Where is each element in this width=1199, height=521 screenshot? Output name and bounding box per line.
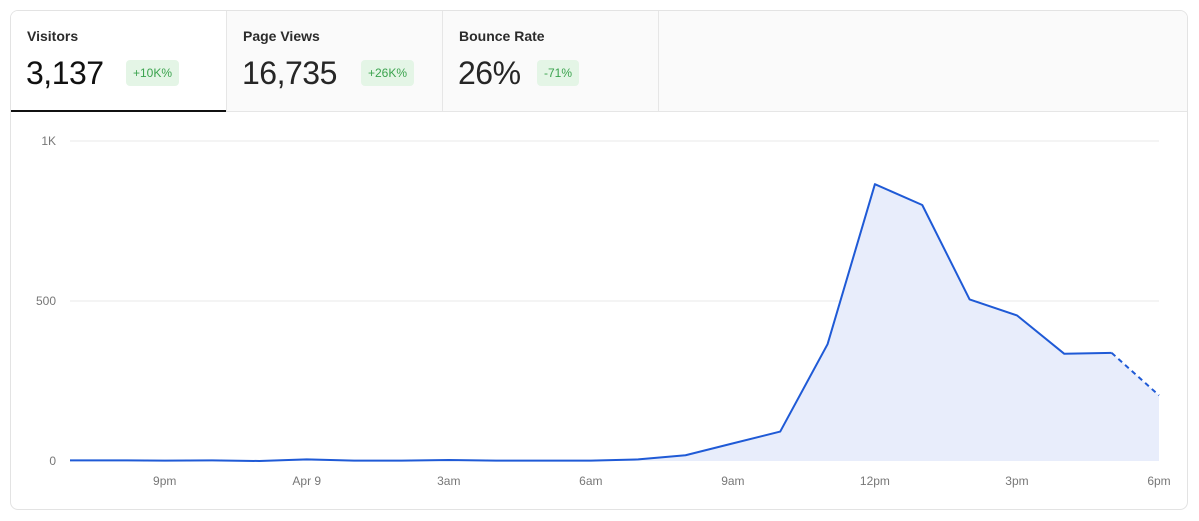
tab-visitors-value: 3,137 (26, 55, 104, 91)
tab-page-views-change-badge: +26K% (361, 60, 415, 86)
x-tick-label: 6am (579, 474, 602, 488)
x-tick-label: 12pm (860, 474, 890, 488)
data-point (635, 456, 641, 462)
data-point (162, 458, 168, 464)
data-point (493, 458, 499, 464)
data-point (777, 429, 783, 435)
y-tick-label: 0 (49, 454, 56, 468)
data-point (256, 458, 262, 464)
analytics-card: Visitors 3,137 +10K% Page Views 16,735 +… (10, 10, 1188, 510)
data-point (540, 458, 546, 464)
y-tick-label: 500 (36, 294, 56, 308)
data-point (114, 457, 120, 463)
data-point (351, 458, 357, 464)
data-point (919, 202, 925, 208)
data-point (67, 457, 73, 463)
tab-visitors[interactable]: Visitors 3,137 +10K% (11, 11, 227, 112)
x-tick-label: 3pm (1005, 474, 1028, 488)
series-line (70, 183, 1112, 462)
chart-area: 0 500 1K 9pm Apr 9 3am 6am 9am 12pm 3pm 6pm (11, 111, 1187, 509)
data-point (730, 440, 736, 446)
x-tick-label: 9pm (153, 474, 176, 488)
tab-visitors-label: Visitors (27, 28, 79, 44)
x-tick-label: Apr 9 (292, 474, 321, 488)
tab-bounce-rate-value: 26% (458, 55, 521, 91)
tab-bounce-rate-change-badge: -71% (537, 60, 580, 86)
tab-page-views-value: 16,735 (242, 55, 337, 91)
tab-page-views-label: Page Views (243, 28, 320, 44)
visitors-chart: 0 500 1K 9pm Apr 9 3am 6am 9am 12pm 3pm 6pm (36, 134, 1171, 488)
data-point (1156, 392, 1162, 398)
series-line-incomplete (1110, 352, 1160, 397)
x-tick-label: 6pm (1147, 474, 1170, 488)
tab-bounce-rate[interactable]: Bounce Rate 26% -71% (443, 11, 659, 111)
data-point (398, 458, 404, 464)
data-point (209, 457, 215, 463)
data-point (304, 456, 310, 462)
data-point (1061, 351, 1067, 357)
data-point (1014, 312, 1020, 318)
data-point (967, 296, 973, 302)
tab-page-views[interactable]: Page Views 16,735 +26K% (227, 11, 443, 111)
area-fill (70, 184, 1159, 461)
data-point (683, 452, 689, 458)
metric-tabs: Visitors 3,137 +10K% Page Views 16,735 +… (11, 11, 1187, 112)
data-point (1109, 350, 1115, 356)
x-tick-label: 3am (437, 474, 460, 488)
data-point (825, 341, 831, 347)
x-tick-label: 9am (721, 474, 744, 488)
data-point (872, 181, 878, 187)
tab-bounce-rate-label: Bounce Rate (459, 28, 545, 44)
tab-visitors-change-badge: +10K% (126, 60, 180, 86)
data-point (446, 457, 452, 463)
data-point (588, 458, 594, 464)
y-tick-label: 1K (41, 134, 56, 148)
